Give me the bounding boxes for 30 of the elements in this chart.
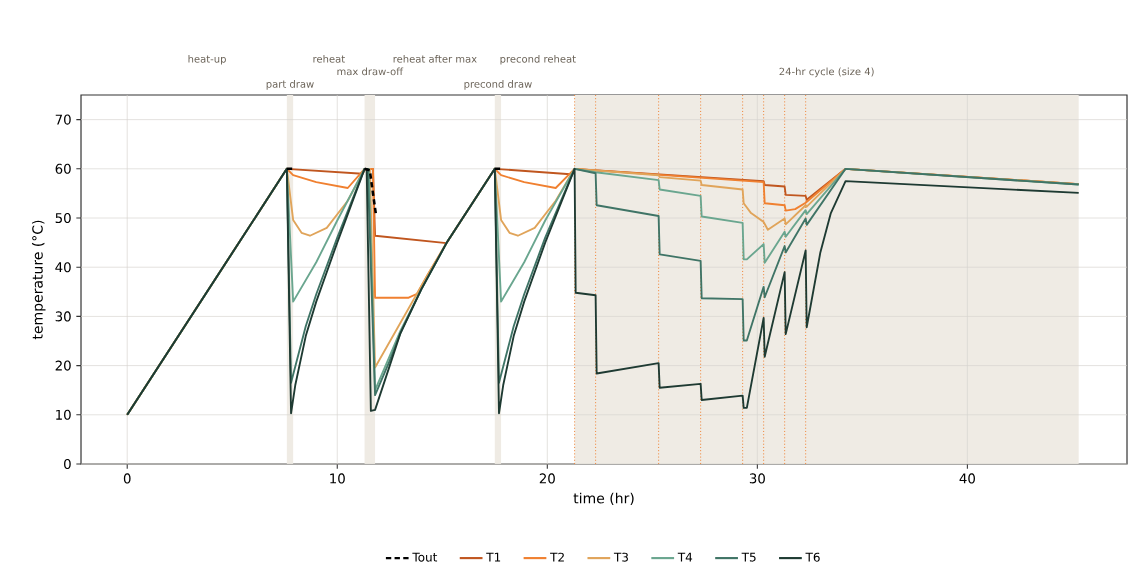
x-tick-label: 10 — [330, 473, 345, 484]
y-axis-title: temperature (°C) — [31, 220, 46, 340]
y-tick-label: 60 — [55, 163, 71, 174]
y-tick-label: 50 — [55, 212, 71, 224]
band-label: 24-hr cycle (size 4) — [779, 67, 874, 78]
x-tick-label: 40 — [959, 473, 975, 484]
legend-label: T3 — [613, 552, 628, 562]
legend-label: Tout — [412, 552, 438, 562]
legend-label: T1 — [486, 552, 501, 562]
legend-label: T5 — [741, 552, 756, 562]
legend-label: T4 — [677, 552, 693, 562]
text: heat-up — [188, 54, 226, 65]
band-label: precond draw — [464, 80, 532, 90]
band-label: max draw-off — [337, 67, 404, 76]
legend-label: T6 — [805, 552, 820, 562]
y-tick-label: 0 — [64, 458, 71, 470]
y-tick-label: 30 — [55, 311, 71, 322]
y-tick-label: 10 — [56, 409, 71, 420]
band-label: part draw — [266, 80, 314, 90]
text: precond reheat — [500, 54, 576, 65]
y-tick-label: 40 — [55, 262, 71, 273]
legend-label: T2 — [550, 552, 564, 562]
x-tick-label: 30 — [749, 473, 765, 484]
x-axis-title: time (hr) — [573, 492, 634, 506]
x-tick-label: 20 — [539, 473, 555, 484]
text: reheat after max — [393, 54, 477, 63]
y-tick-label: 20 — [55, 360, 71, 371]
text: reheat — [313, 54, 345, 63]
y-tick-label: 70 — [55, 114, 71, 125]
x-tick-label: 0 — [123, 473, 131, 484]
